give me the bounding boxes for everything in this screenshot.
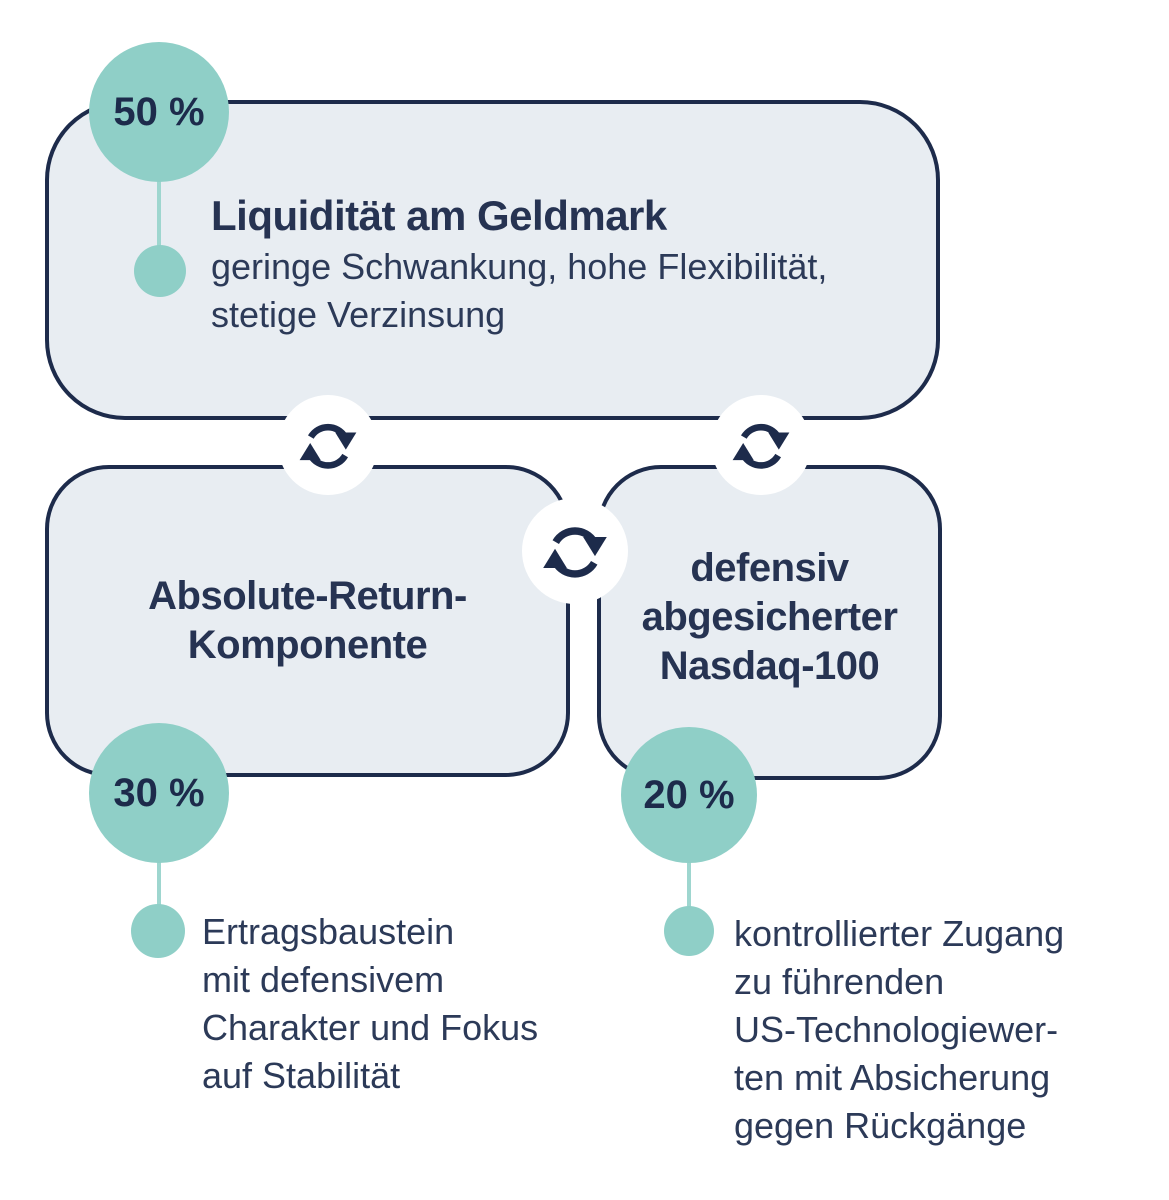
absolute-return-description: Ertragsbaustein mit defensivem Charakter… [202, 911, 539, 1096]
connector-line [157, 861, 161, 906]
bullet-dot [664, 906, 714, 956]
panel-nasdaq-100 [597, 465, 942, 780]
percent-badge-20: 20 % [621, 727, 757, 863]
nasdaq-title: defensiv abgesicherter Nasdaq-100 [641, 546, 898, 688]
liquidity-text-block: Liquidität am Geldmark geringe Schwankun… [211, 195, 827, 339]
liquidity-description: geringe Schwankung, hohe Flexibilität, s… [211, 246, 828, 335]
connector-line [687, 861, 691, 908]
connector-line [157, 180, 161, 246]
sync-arrows-icon [711, 395, 811, 495]
panel-absolute-return [45, 465, 570, 777]
sync-arrows-icon [278, 395, 378, 495]
sync-arrows-icon [522, 498, 628, 604]
absolute-return-title: Absolute-Return- Komponente [148, 574, 467, 667]
percent-badge-30: 30 % [89, 723, 229, 863]
bullet-dot [131, 904, 185, 958]
nasdaq-description: kontrollierter Zugang zu führenden US-Te… [734, 913, 1065, 1146]
bullet-dot [134, 245, 186, 297]
liquidity-title: Liquidität am Geldmark [211, 192, 667, 239]
percent-badge-50: 50 % [89, 42, 229, 182]
